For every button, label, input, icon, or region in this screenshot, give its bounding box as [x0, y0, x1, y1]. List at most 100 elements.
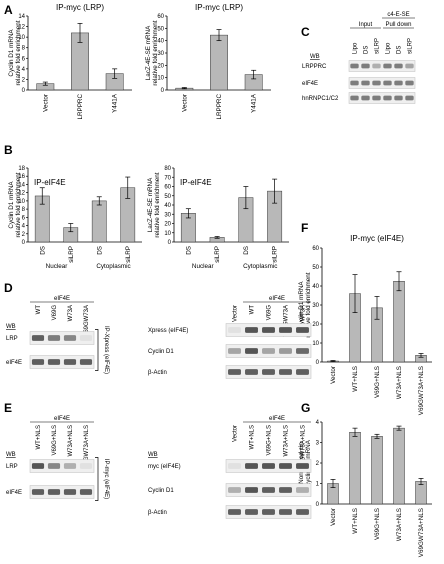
- y-tick-label: 14: [18, 182, 25, 188]
- y-tick-label: 80: [164, 166, 171, 172]
- blot-band: [245, 463, 258, 469]
- panel-label-g: G: [301, 401, 310, 415]
- blot-band: [279, 327, 292, 333]
- blot-band: [245, 369, 258, 375]
- blot-lane-label: W73A+NLS: [68, 425, 74, 457]
- blot-group-label: Pull down: [385, 22, 411, 28]
- chart-f: IP-myc (eIF4E) Cyclin D1 mRNA relative fol…: [298, 234, 432, 415]
- blot-strip: [29, 331, 95, 345]
- y-tick-label: 0: [168, 240, 172, 246]
- blot-lane-label: Lipo: [353, 42, 359, 54]
- x-tick-label: LRPPRC: [77, 94, 84, 120]
- blot-lane-label: W73A+NLS: [284, 425, 290, 457]
- blot-strip: [348, 92, 416, 104]
- blot-band: [296, 463, 309, 469]
- bar: [371, 436, 383, 505]
- blot-lane-label: Vector: [233, 305, 239, 322]
- x-tick-label: DS: [243, 246, 250, 255]
- blot-band: [350, 63, 359, 69]
- blot-row-label: Xpress (eIF4E): [148, 328, 188, 334]
- blot-band: [361, 63, 370, 69]
- y-tick-label: 8: [22, 46, 26, 52]
- blot-band: [31, 463, 45, 469]
- y-tick-label: 0: [22, 240, 26, 246]
- y-tick-label: 8: [22, 207, 26, 213]
- y-tick-label: 50: [164, 194, 171, 200]
- y-axis-label: relative fold enrichment: [15, 172, 22, 237]
- x-tick-label: WT+NLS: [352, 366, 359, 392]
- blot-wb-label: WB: [148, 452, 158, 458]
- y-tick-label: 2: [22, 232, 26, 238]
- blot-row-label: hnRNPC1/C2: [302, 96, 339, 102]
- chart-a1: IP-myc (LRP) Cyclin D1 mRNA relative fold …: [8, 3, 132, 120]
- chart-a2: IP-myc (LRP) LacZ-4E-SE mRNA relative fold…: [145, 3, 271, 120]
- blot-header: eIF4E: [269, 296, 285, 302]
- blot-band: [279, 487, 292, 493]
- y-axis-label: LacZ-4E-SE mRNA: [145, 25, 152, 80]
- blot-wb-label: WB: [6, 452, 16, 458]
- blot-band: [31, 335, 45, 341]
- blot-band: [228, 463, 241, 469]
- blot-strip: [348, 60, 416, 72]
- chart-title: IP-eIF4E: [180, 178, 212, 187]
- x-tick-label: siLRP: [125, 246, 132, 263]
- bar: [393, 427, 405, 505]
- blot-lane-label: V69GW73A+NLS: [84, 425, 90, 472]
- x-tick-label: V69GW73A+NLS: [418, 366, 425, 415]
- y-tick-label: 0: [316, 360, 320, 366]
- blot-band: [372, 63, 381, 69]
- y-tick-label: 18: [18, 166, 25, 172]
- bar: [210, 34, 228, 91]
- blot-band: [262, 509, 275, 515]
- blot-lane-label: DS: [364, 46, 370, 54]
- blot-band: [361, 80, 370, 86]
- blot-wb-label: WB: [6, 324, 16, 330]
- blot-band: [63, 463, 77, 469]
- blot-row-label: eIF4E: [6, 490, 22, 496]
- y-tick-label: 10: [157, 76, 164, 82]
- blot-band: [262, 327, 275, 333]
- y-tick-label: 14: [18, 14, 25, 20]
- blot-header: eIF4E: [54, 296, 70, 302]
- blot-band: [383, 95, 392, 101]
- blot-band: [245, 487, 258, 493]
- blot-band: [372, 80, 381, 86]
- y-tick-label: 2: [22, 77, 26, 83]
- blot-band: [245, 327, 258, 333]
- blot-row-label: LRP: [6, 336, 18, 342]
- y-tick-label: 6: [22, 215, 26, 221]
- blot-strip: [29, 355, 95, 369]
- group-label: Cytoplasmic: [243, 263, 277, 270]
- blot-bracket: [95, 457, 99, 501]
- blot-e-right: eIF4E Vector WT+NLS V69G+NLS W73A+NLS V69GW73…: [148, 416, 312, 519]
- blot-row-label: β-Actin: [148, 510, 167, 516]
- blot-bracket: [95, 329, 99, 371]
- blot-band: [228, 327, 241, 333]
- blot-lane-label: V69GW73A+NLS: [301, 425, 307, 472]
- blot-band: [47, 335, 61, 341]
- y-tick-label: 1: [316, 482, 320, 488]
- y-tick-label: 0: [22, 88, 26, 94]
- blot-band: [296, 369, 309, 375]
- chart-title: IP-myc (LRP): [56, 3, 104, 12]
- y-tick-label: 4: [22, 224, 26, 230]
- blot-header: c4-E-SE: [387, 12, 409, 18]
- y-tick-label: 4: [316, 420, 320, 426]
- y-tick-label: 40: [157, 39, 164, 45]
- blot-band: [31, 489, 45, 495]
- y-tick-label: 20: [164, 222, 171, 228]
- blot-band: [279, 369, 292, 375]
- blot-band: [79, 489, 93, 495]
- blot-lane-label: WT: [250, 305, 256, 315]
- blot-band: [262, 463, 275, 469]
- x-tick-label: Vector: [330, 366, 337, 384]
- y-tick-label: 10: [18, 35, 25, 41]
- y-tick-label: 20: [157, 63, 164, 69]
- blot-header: eIF4E: [54, 416, 70, 422]
- y-tick-label: 60: [164, 185, 171, 191]
- y-tick-label: 10: [18, 199, 25, 205]
- bar: [91, 200, 107, 243]
- blot-band: [245, 509, 258, 515]
- y-axis-label: Cyclin D1 mRNA: [8, 29, 15, 77]
- chart-g: Normalized cincyclin D1 mRNA01234VectorW…: [298, 420, 432, 557]
